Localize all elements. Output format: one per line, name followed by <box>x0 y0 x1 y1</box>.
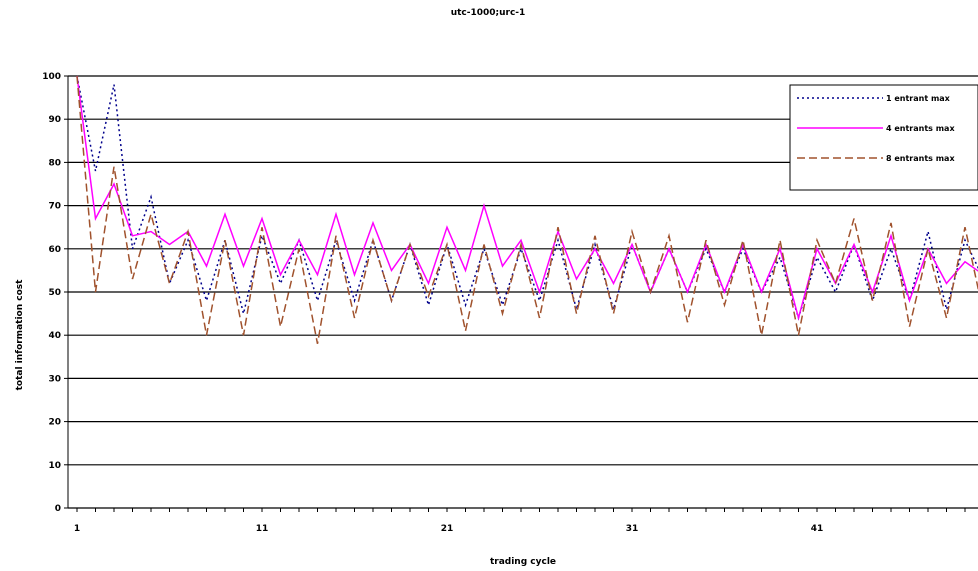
legend-label-2: 4 entrants max <box>886 124 955 133</box>
y-tick-label-80: 80 <box>48 158 61 168</box>
y-tick-labels: 0 10 20 30 40 50 60 70 80 90 100 <box>42 72 61 514</box>
x-tick-label-31: 31 <box>626 524 639 534</box>
y-tick-label-0: 0 <box>55 504 61 514</box>
x-tick-label-1: 1 <box>74 524 80 534</box>
y-tick-label-10: 10 <box>48 461 61 471</box>
x-axis-title: trading cycle <box>490 557 556 567</box>
legend: 1 entrant max 4 entrants max 8 entrants ma… <box>789 84 978 191</box>
y-tick-label-60: 60 <box>48 245 61 255</box>
legend-label-1: 1 entrant max <box>886 94 951 103</box>
x-tick-label-41: 41 <box>811 524 824 534</box>
chart-title: utc-1000;urc-1 <box>451 8 526 18</box>
series-lines <box>76 75 978 344</box>
grid-lines <box>64 75 978 512</box>
x-tick-label-21: 21 <box>441 524 454 534</box>
y-tick-label-100: 100 <box>42 72 61 82</box>
y-tick-label-30: 30 <box>48 374 61 384</box>
y-axis-title: total information cost <box>15 279 25 391</box>
y-tick-label-20: 20 <box>48 418 61 428</box>
x-tick-labels: 1 11 21 31 41 <box>74 524 823 534</box>
y-tick-label-90: 90 <box>48 115 61 125</box>
y-tick-label-70: 70 <box>48 202 61 212</box>
x-tick-label-11: 11 <box>256 524 269 534</box>
y-tick-label-40: 40 <box>48 331 61 341</box>
y-tick-label-50: 50 <box>48 288 61 298</box>
legend-box <box>789 84 978 191</box>
legend-label-3: 8 entrants max <box>886 154 955 163</box>
series-line-1 <box>76 75 978 321</box>
series-line-3 <box>76 75 978 344</box>
